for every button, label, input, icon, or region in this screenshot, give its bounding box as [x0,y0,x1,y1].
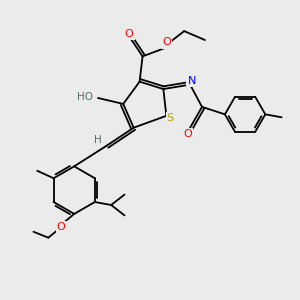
Text: O: O [183,129,192,139]
Text: O: O [57,222,65,232]
Text: H: H [94,135,101,145]
Text: N: N [188,76,196,86]
Text: O: O [125,29,134,39]
Text: HO: HO [76,92,93,101]
Text: O: O [163,38,171,47]
Text: S: S [167,113,174,123]
